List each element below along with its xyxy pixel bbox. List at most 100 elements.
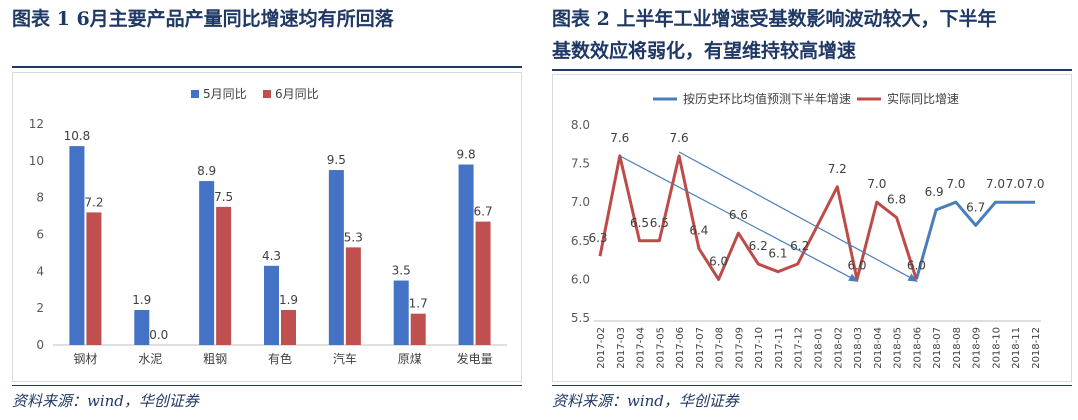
figure-2-source: 资料来源：wind，华创证券 [552,392,739,410]
x-tick-label: 2018-04 [873,327,884,369]
x-tick-label: 2017-07 [695,327,706,369]
x-tick-label: 2017-11 [774,327,785,369]
line-data-label: 6.3 [588,231,607,245]
legend-label-2: 6月同比 [275,87,319,101]
x-tick-label: 2018-02 [833,327,844,369]
x-tick-label: 2018-09 [972,327,983,369]
line-data-label: 7.6 [670,131,689,145]
x-tick-label: 2018-10 [991,327,1002,369]
x-tick-label: 2018-07 [932,327,943,369]
x-tick-label: 2017-10 [754,327,765,369]
legend-label-1: 5月同比 [203,87,247,101]
x-tick-label: 2018-01 [814,327,825,369]
line-data-label: 6.8 [887,193,906,207]
bar-june [281,310,296,345]
bar-value-label: 5.3 [344,230,363,244]
x-category-label: 有色 [268,352,292,366]
line-data-label: 6.5 [650,216,669,230]
figure-1-source: 资料来源：wind，华创证券 [12,392,199,410]
bar-may [199,181,215,345]
y-tick-label: 6.0 [571,272,590,286]
bar-may [393,280,409,345]
line-data-label: 6.0 [709,254,728,268]
legend-label-1: 按历史环比均值预测下半年增速 [683,91,851,106]
bar-value-label: 7.5 [214,190,233,204]
bar-value-label: 4.3 [262,249,281,263]
line-data-label: 6.4 [689,224,708,238]
bar-june [410,313,426,345]
line-chart-frame: 按历史环比均值预测下半年增速 实际同比增速 5.5 6.0 6.5 7.0 7.5 8.0 20… [552,74,1072,382]
legend-label-2: 实际同比增速 [887,91,959,106]
line-data-label: 7.0 [986,177,1005,191]
x-tick-label: 2018-03 [853,327,864,369]
x-tick-label: 2017-02 [596,327,607,369]
figure-2-title-line1: 图表 2 上半年工业增速受基数影响波动较大，下半年 [552,8,997,30]
x-tick-label: 2018-06 [912,327,923,369]
line-data-label: 7.2 [828,162,847,176]
x-category-label: 发电量 [457,351,493,366]
bar-chart: 5月同比 6月同比 0 2 4 6 8 10 12 10.8 7.2 钢材 1.9 0.0 水泥 8.9 7.5… [29,87,507,366]
x-category-label: 粗钢 [203,352,227,366]
x-tick-label: 2017-08 [715,327,726,369]
x-tick-label: 2017-09 [734,327,745,369]
bar-value-label: 0.0 [149,328,168,342]
line-legend: 按历史环比均值预测下半年增速 实际同比增速 [653,91,959,106]
x-tick-label: 2018-11 [1011,327,1022,369]
bar-may [458,164,474,345]
bar-value-label: 1.9 [279,293,298,307]
bar-june [216,206,232,345]
bar-june [475,221,491,345]
line-data-label: 7.0 [1025,177,1044,191]
bar-value-label: 9.8 [457,148,476,162]
bar-value-label: 1.9 [132,293,151,307]
x-category-label: 原煤 [398,352,422,366]
line-data-label: 7.0 [946,177,965,191]
forecast-series-line [914,200,1035,280]
line-data-label: 6.0 [907,258,926,272]
line-data-label: 6.2 [790,239,809,253]
bar-june [86,212,102,345]
y-tick-label: 7.5 [571,157,590,171]
x-tick-label: 2017-04 [636,327,647,369]
line-chart: 按历史环比均值预测下半年增速 实际同比增速 5.5 6.0 6.5 7.0 7.5 8.0 20… [571,91,1045,369]
x-tick-label: 2018-08 [952,327,963,369]
bar-value-label: 7.2 [84,195,103,209]
x-category-label: 水泥 [138,352,162,366]
y-tick-label: 10 [29,154,44,168]
line-data-label: 6.0 [847,258,866,272]
figure-2-title-rule [552,69,1072,71]
trend-arrow-2 [678,151,919,282]
legend-swatch-1 [191,90,199,98]
bar-value-label: 8.9 [197,164,216,178]
trend-arrow-1 [619,155,859,282]
line-data-label: 6.6 [729,208,748,222]
figure-1-source-rule [12,385,522,386]
x-tick-label: 2017-03 [616,327,627,369]
bar-value-label: 6.7 [474,205,493,219]
line-data-label: 6.7 [966,200,985,214]
bar-may [69,146,85,345]
y-tick-label: 8 [36,191,44,205]
y-tick-label: 6 [36,228,44,242]
x-tick-label: 2018-05 [893,327,904,369]
x-category-label: 汽车 [333,351,357,366]
line-data-label: 7.0 [1006,177,1025,191]
legend-swatch-2 [263,90,271,98]
x-tick-label: 2017-05 [655,327,666,369]
x-tick-label: 2017-06 [675,327,686,369]
bar-legend: 5月同比 6月同比 [191,87,319,101]
line-data-label: 6.9 [925,185,944,199]
actual-series-line [598,154,918,281]
bar-value-label: 10.8 [64,129,91,143]
line-data-label: 7.0 [867,177,886,191]
x-tick-label: 2017-12 [794,327,805,369]
bar-value-label: 1.7 [409,297,428,311]
line-data-label: 6.1 [768,247,787,261]
bar-value-label: 3.5 [392,264,411,278]
figure-1-title-rule [12,66,522,68]
y-tick-label: 12 [29,117,44,131]
line-data-label: 7.6 [610,131,629,145]
x-category-label: 钢材 [73,352,97,366]
figure-1-title: 图表 1 6月主要产品产量同比增速均有所回落 [12,8,394,30]
figure-2-source-rule [552,385,1072,386]
